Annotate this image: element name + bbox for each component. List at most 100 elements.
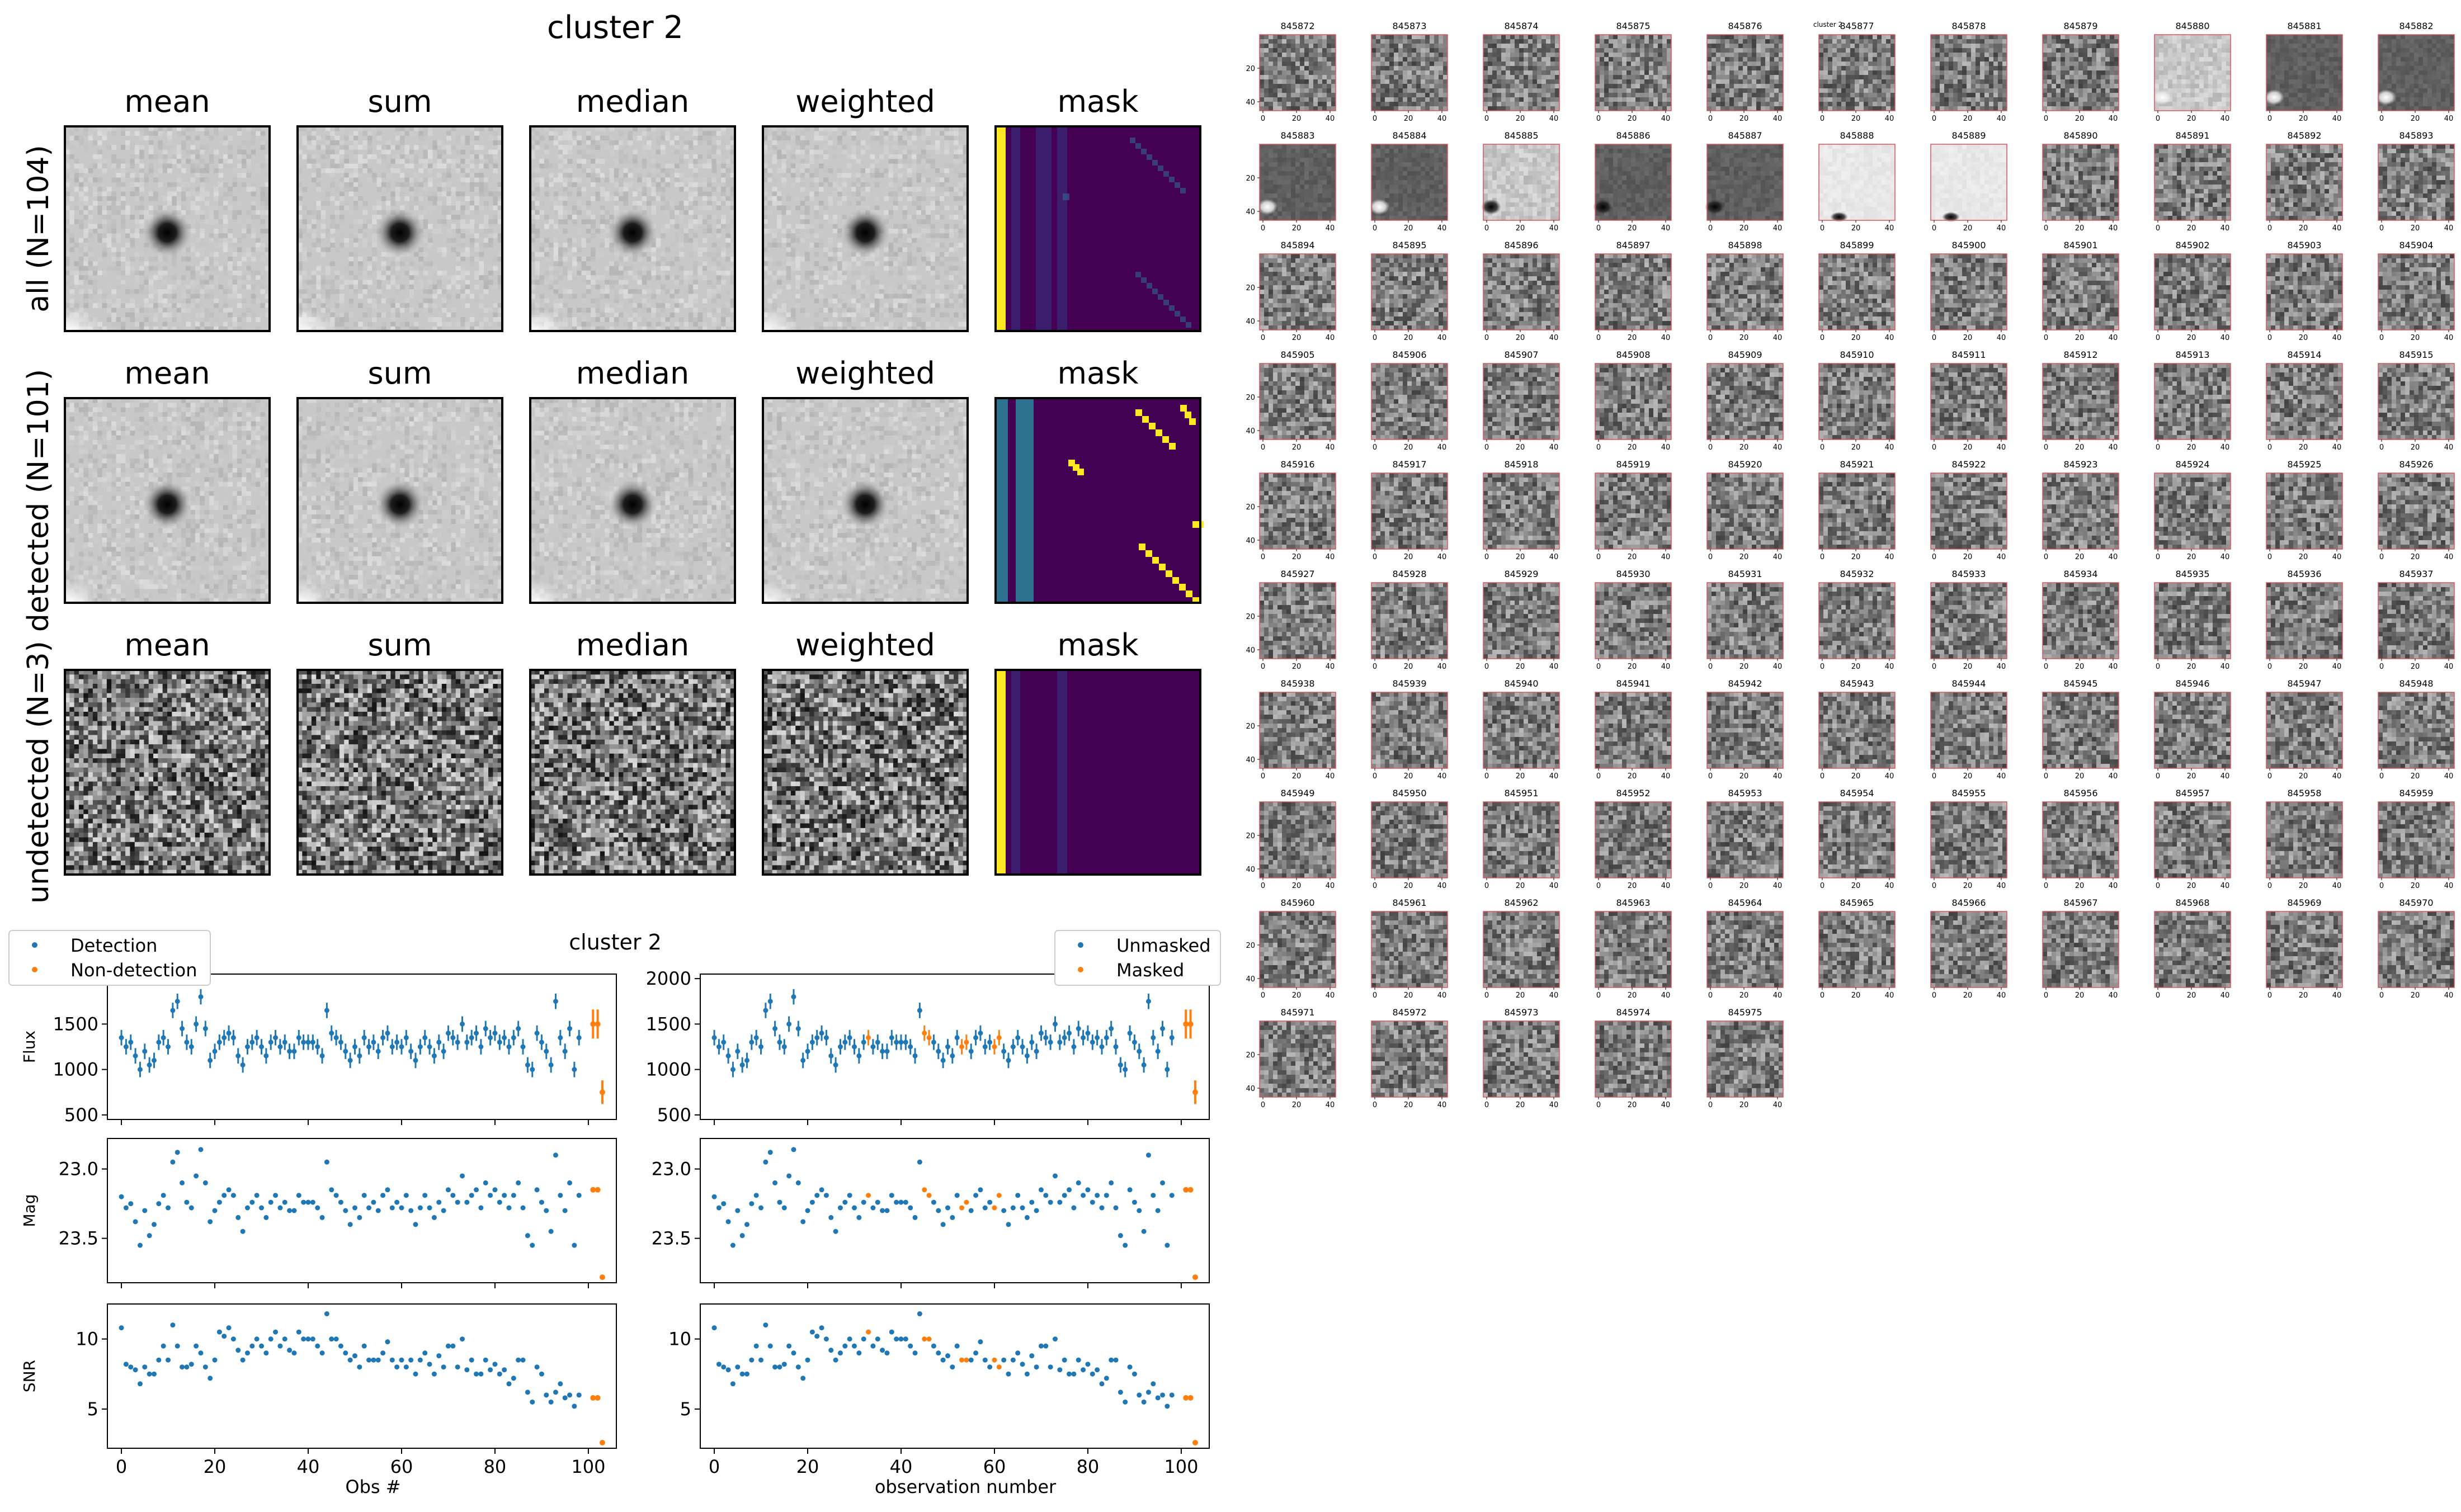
xtick-label: 0 [2267,772,2272,781]
xtick-label: 40 [1885,334,1894,342]
data-point [847,1035,852,1040]
data-point [483,1358,488,1363]
xtick-label: 20 [1851,882,1861,890]
data-point [231,1035,236,1040]
data-point [1011,1358,1016,1363]
data-point [343,1350,348,1355]
cutout-id: 845939 [1392,678,1426,689]
data-point [511,1035,516,1040]
data-point [553,1390,558,1395]
xtick-label: 40 [1549,882,1559,890]
data-point [1104,1376,1109,1381]
xtick-label: 20 [1739,443,1749,452]
data-point [380,1193,385,1198]
data-point [492,1031,497,1036]
data-point [287,1348,292,1353]
xtick-label: 20 [1516,882,1525,890]
data-point [404,1035,409,1040]
cutout-id: 845930 [1616,569,1650,579]
xtick-label: 20 [1404,772,1413,781]
data-point [754,1344,759,1349]
ytick-label: 40 [1246,646,1255,655]
data-point [856,1215,861,1220]
data-point [133,1219,138,1224]
xtick-label: 20 [2187,443,2196,452]
data-point [791,1350,796,1355]
data-point [208,1219,213,1224]
data-point [492,1187,497,1192]
xtick-label: 40 [1885,553,1894,561]
cutout-id: 845914 [2287,349,2321,360]
data-point [1062,1035,1067,1040]
ytick-label: 1000 [53,1059,98,1080]
data-point [712,1194,717,1199]
xtick-label: 0 [2156,663,2160,671]
xtick-label: 0 [1932,882,1936,890]
xtick-label: 0 [1820,115,1824,123]
xtick-label: 20 [2299,772,2308,781]
data-point [530,1067,535,1072]
data-point [455,1364,460,1369]
xtick-label: 0 [1708,443,1713,452]
data-point [455,1040,460,1045]
data-point [1020,1362,1025,1367]
data-point [530,1243,535,1248]
data-point [488,1367,493,1372]
data-point [917,1160,922,1165]
lc-axes-mag: 23.023.5 [652,1138,1209,1288]
xtick-label: 20 [1292,115,1302,123]
data-point [1034,1208,1039,1213]
xtick-label: 0 [1932,443,1936,452]
data-point [983,1206,988,1211]
xtick-label: 40 [2109,115,2118,123]
data-point [931,1200,936,1205]
data-point [838,1350,843,1355]
data-point [987,1364,992,1369]
data-point [927,1336,932,1341]
method-label: weighted [795,627,935,663]
stack-image [286,398,502,609]
cutout-id: 845907 [1504,349,1538,360]
cutout-id: 845931 [1728,569,1762,579]
data-point [446,1031,451,1036]
data-point [432,1372,437,1377]
data-point [1123,1243,1128,1248]
method-label: mean [124,627,210,663]
row-label: detected (N=101) [22,369,55,632]
data-point [138,1381,143,1386]
cutout-id: 845924 [2175,459,2209,470]
data-point [950,1053,955,1059]
xtick-label: 40 [1661,334,1671,342]
data-point [1015,1193,1020,1198]
data-point [263,1350,268,1355]
data-point [1114,1045,1119,1050]
legend-unmasked-marker [1078,942,1083,948]
xtick-label: 40 [1549,772,1559,781]
data-point [464,1200,469,1205]
xtick-label: 0 [1484,772,1489,781]
xtick-label: 20 [1516,553,1525,561]
ytick-label: 40 [1246,1085,1255,1093]
xtick-label: 20 [1404,224,1413,233]
data-point [847,1193,852,1198]
axes-frame [700,1138,1209,1283]
axes-frame [107,974,616,1119]
data-point [1090,1372,1095,1377]
data-point [282,1040,287,1045]
data-point [758,1206,763,1211]
data-point [1071,1045,1076,1050]
xtick-label: 0 [1484,1101,1489,1109]
xtick-label: 20 [1963,115,1973,123]
xtick-label: 40 [2109,553,2118,561]
data-point [245,1045,250,1050]
data-point [796,1180,801,1185]
ytick-label: 23.5 [59,1228,98,1249]
data-point [754,1193,759,1198]
data-point [941,1058,946,1063]
data-point [861,1040,866,1045]
